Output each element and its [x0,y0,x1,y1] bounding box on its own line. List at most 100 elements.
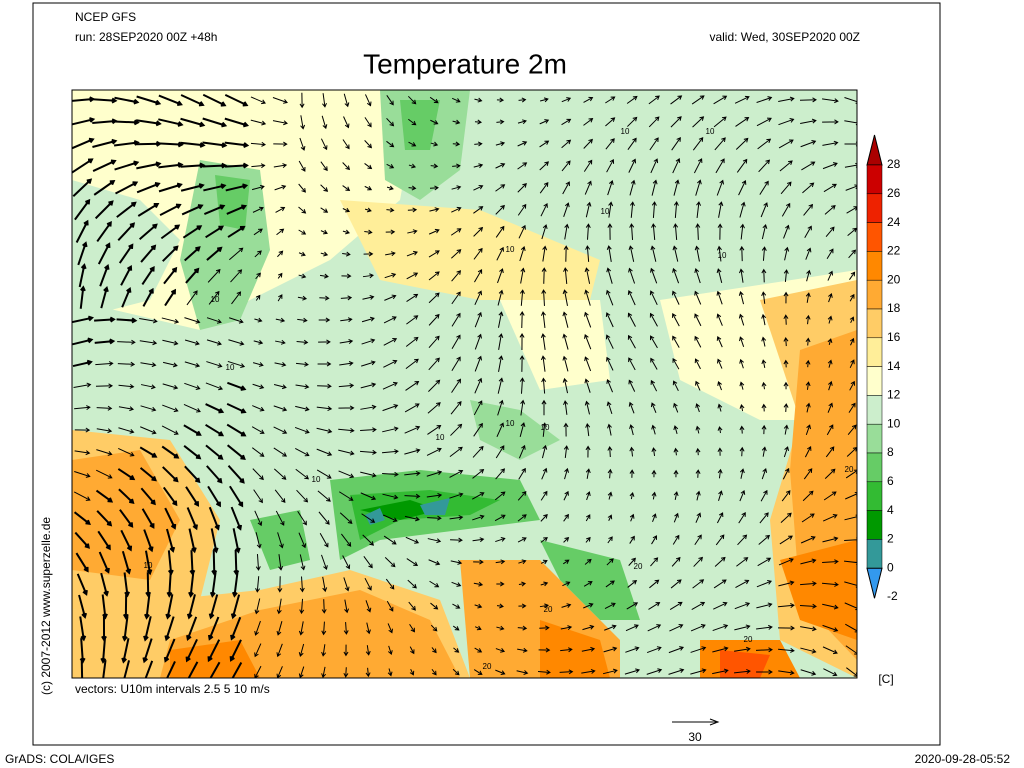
wind-arrow [694,290,702,305]
wind-arrow [761,381,767,390]
wind-arrow [739,336,745,347]
wind-arrow [845,623,857,633]
wind-arrow [823,183,837,193]
wind-arrow [756,669,773,675]
wind-arrow [232,528,241,554]
wind-arrow [734,646,751,652]
wind-arrow [825,446,835,458]
wind-arrow [298,229,307,235]
title: Temperature 2m [363,48,567,79]
wind-arrow [800,669,817,676]
wind-arrow [822,559,839,565]
wind-arrow [496,422,505,437]
wind-arrow [585,245,591,262]
wind-arrow [800,558,817,565]
wind-arrow [646,646,662,654]
wind-arrow [670,95,683,105]
wind-arrow [822,140,839,146]
wind-arrow [322,576,328,593]
wind-arrow [430,602,439,610]
wind-arrow [627,290,636,306]
wind-arrow [496,246,504,261]
wind-arrow [540,333,546,350]
wind-arrow [517,162,528,170]
wind-arrow [648,116,660,128]
wind-arrow [121,638,130,664]
colorbar-label: 10 [887,416,901,430]
wind-arrow [474,333,482,350]
wind-arrow [826,424,834,436]
wind-arrow [651,535,657,545]
wind-arrow [272,97,288,104]
wind-arrow [498,355,504,372]
wind-arrow [360,427,377,433]
wind-arrow [739,468,745,479]
wind-arrow [316,406,333,411]
wind-arrow [227,225,246,238]
wind-arrow [320,207,329,213]
wind-arrow [734,95,750,104]
wind-arrow [140,384,156,390]
wind-arrow [228,339,245,346]
wind-arrow [629,223,635,240]
wind-arrow [778,118,795,126]
wind-arrow [607,446,613,458]
wind-arrow [761,424,767,435]
colorbar-bottom [866,567,883,599]
wind-arrow [383,337,398,346]
wind-arrow [781,490,791,502]
wind-arrow [584,378,591,393]
wind-arrow [718,490,723,501]
wind-arrow [803,203,814,216]
wind-arrow [735,579,750,588]
wind-arrow [381,449,399,455]
wind-arrow [295,384,310,389]
wind-arrow [298,160,306,172]
wind-arrow [494,514,506,522]
wind-arrow [517,119,527,125]
wind-arrow [206,361,223,368]
wind-arrow [382,404,399,412]
wind-arrow [140,244,157,263]
wind-arrow [430,141,439,147]
wind-arrow [75,552,89,573]
wind-arrow [604,602,616,610]
wind-arrow [822,624,839,632]
wind-arrow [519,355,525,372]
wind-arrow [343,577,350,592]
wind-arrow [407,207,418,213]
wind-arrow [276,643,283,658]
wind-arrow [737,534,748,546]
wind-arrow [694,313,702,327]
wind-arrow [608,201,614,218]
wind-arrow [801,513,815,523]
wind-arrow [452,668,460,676]
wind-arrow [694,335,702,348]
wind-arrow [650,357,658,370]
colorbar-segment [866,279,883,310]
wind-arrow [276,621,283,636]
wind-arrow [495,141,506,147]
wind-arrow [651,447,657,456]
wind-arrow [121,550,132,575]
wind-arrow [405,336,419,347]
copyright: (c) 2007-2012 www.superzelle.de [39,517,53,695]
wind-arrow [275,339,286,345]
wind-arrow [626,116,638,127]
wind-arrow [800,140,817,148]
wind-arrow [363,556,373,569]
wind-arrow [563,422,569,437]
wind-arrow [845,645,857,655]
wind-arrow [692,137,704,151]
wind-arrow [158,141,184,148]
wind-arrow [165,594,174,620]
wind-arrow [761,446,767,457]
wind-arrow [320,184,329,192]
wind-arrow [117,468,136,481]
wind-arrow [628,245,635,262]
wind-arrow [299,92,305,109]
wind-arrow [407,95,417,105]
wind-arrow [540,581,549,587]
wind-arrow [95,383,114,389]
wind-arrow [695,179,702,196]
